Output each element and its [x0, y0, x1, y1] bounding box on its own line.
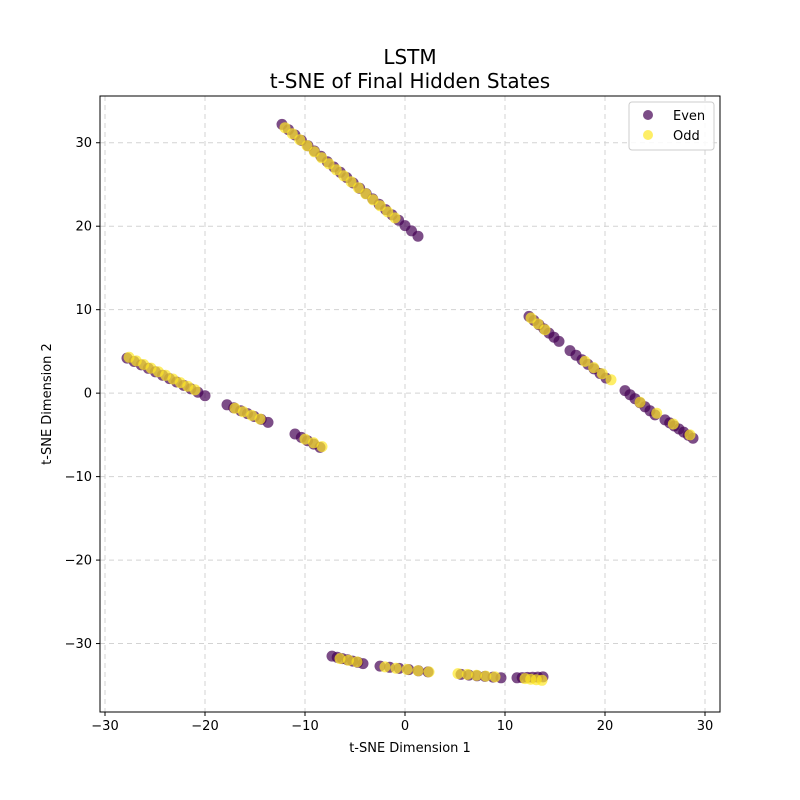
point-odd [316, 441, 328, 453]
y-tick-label: 10 [75, 303, 92, 318]
plot-frame [99, 95, 721, 713]
point-odd [651, 407, 663, 419]
legend-label-odd: Odd [673, 129, 700, 144]
y-tick-label: −30 [65, 637, 92, 652]
point-odd [246, 409, 258, 421]
point-even [553, 335, 565, 347]
point-odd [390, 662, 402, 674]
axis-ticks: −30 −20 −10 0 10 20 30 −30 −20 −10 0 10 20 30 [65, 136, 714, 734]
point-odd [596, 368, 608, 380]
y-tick-label: −20 [65, 554, 92, 569]
point-odd [367, 194, 379, 206]
point-odd [471, 669, 482, 681]
point-odd [489, 671, 501, 683]
point-odd [279, 122, 291, 134]
x-tick-label: −10 [291, 719, 318, 734]
point-odd [452, 668, 464, 680]
point-odd [579, 355, 591, 367]
point-odd [237, 406, 249, 418]
x-tick-label: 30 [697, 719, 714, 734]
chart-title-line1: LSTM [383, 45, 436, 69]
point-odd [412, 665, 424, 677]
point-odd [382, 206, 394, 218]
x-tick-label: 0 [401, 719, 409, 734]
point-odd [480, 670, 492, 682]
point-even [412, 230, 424, 242]
y-tick-label: −10 [65, 470, 92, 485]
point-odd [316, 152, 328, 164]
point-odd [461, 668, 473, 680]
y-tick-label: 0 [84, 387, 92, 402]
y-tick-label: 20 [75, 220, 92, 235]
chart-title-line2: t-SNE of Final Hidden States [270, 69, 550, 93]
y-tick-label: 30 [75, 136, 92, 151]
point-odd [286, 128, 298, 140]
point-odd [667, 418, 679, 430]
point-odd [374, 200, 386, 212]
point-odd [343, 654, 354, 666]
point-odd [352, 182, 364, 194]
x-tick-label: 10 [497, 719, 514, 734]
point-odd [338, 170, 350, 182]
legend-label-even: Even [673, 109, 705, 124]
point-odd [308, 437, 319, 449]
point-odd [308, 146, 320, 158]
point-odd [301, 140, 313, 152]
point-odd [423, 666, 435, 678]
point-odd [345, 176, 357, 188]
point-odd [330, 164, 342, 176]
legend-marker-even [643, 110, 653, 120]
point-odd [389, 212, 401, 224]
point-odd [588, 362, 600, 374]
series-odd [123, 122, 696, 686]
point-odd [189, 384, 201, 396]
point-odd [299, 433, 311, 445]
y-axis-label: t-SNE Dimension 2 [40, 343, 55, 465]
point-odd [294, 134, 306, 146]
x-tick-label: 20 [597, 719, 614, 734]
chart-title-group: LSTM t-SNE of Final Hidden States [270, 45, 550, 93]
point-odd [323, 158, 335, 170]
x-tick-label: −30 [91, 719, 118, 734]
point-odd [379, 661, 391, 673]
point-odd [360, 188, 372, 200]
point-odd [684, 429, 696, 441]
x-axis-label: t-SNE Dimension 1 [349, 741, 471, 756]
point-odd [229, 402, 241, 414]
legend: Even Odd [628, 101, 715, 151]
point-even [199, 390, 211, 402]
point-odd [334, 653, 346, 665]
point-odd [254, 413, 266, 425]
legend-marker-odd [643, 130, 653, 140]
point-odd [539, 324, 551, 336]
point-odd [401, 663, 413, 675]
data-points [121, 118, 699, 686]
point-odd [634, 396, 646, 408]
point-odd [605, 374, 617, 386]
point-odd [351, 656, 363, 668]
grid-lines [100, 96, 720, 712]
x-tick-label: −20 [191, 719, 218, 734]
series-even [121, 118, 699, 684]
point-odd [536, 674, 548, 686]
